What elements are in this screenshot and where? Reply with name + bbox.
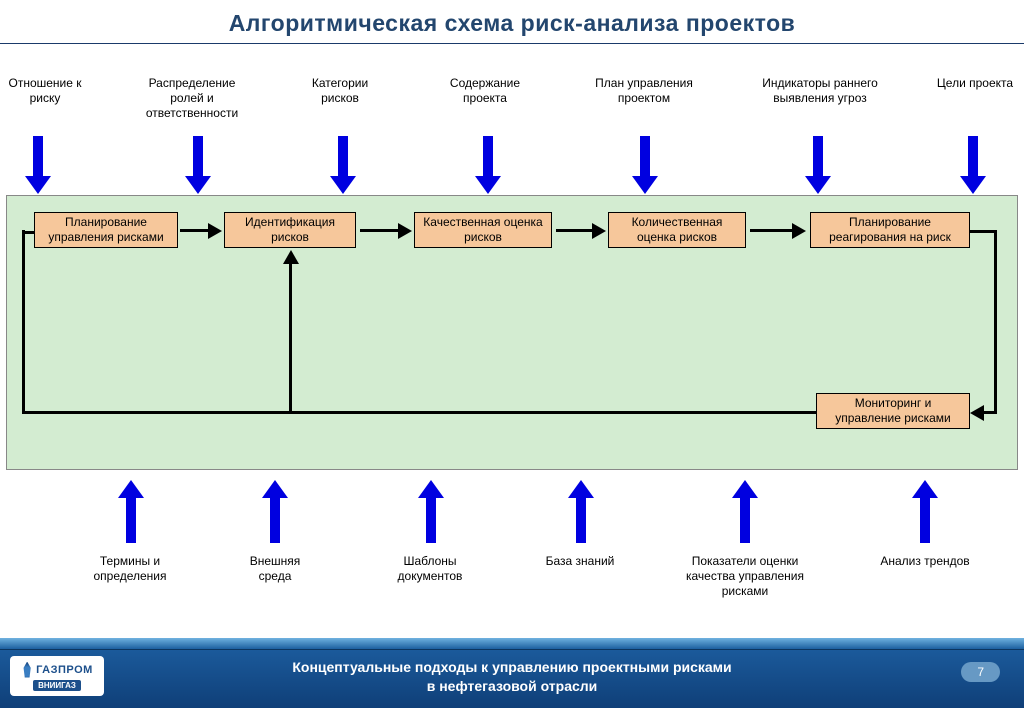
input-arrow-up-icon <box>732 480 758 543</box>
loop-line <box>22 231 34 234</box>
top-input-label: План управления проектом <box>594 76 694 106</box>
page-number-badge: 7 <box>961 662 1000 682</box>
bottom-input-label: База знаний <box>530 554 630 569</box>
footer-subtitle-line2: в нефтегазовой отрасли <box>427 678 598 694</box>
input-arrow-down-icon <box>475 136 501 194</box>
bottom-input-label: Внешняя среда <box>235 554 315 584</box>
top-input-label: Распределение ролей и ответственности <box>132 76 252 121</box>
input-arrow-up-icon <box>262 480 288 543</box>
process-box-ident: Идентификация рисков <box>224 212 356 248</box>
loop-line <box>970 230 997 233</box>
loop-line <box>289 262 292 414</box>
input-arrow-down-icon <box>330 136 356 194</box>
loop-line <box>22 230 25 414</box>
process-box-qual: Качественная оценка рисков <box>414 212 552 248</box>
loop-line <box>22 411 816 414</box>
top-input-label: Содержание проекта <box>435 76 535 106</box>
bottom-input-label: Шаблоны документов <box>380 554 480 584</box>
flow-arrow-icon <box>556 221 606 241</box>
flow-arrow-icon <box>180 221 222 241</box>
input-arrow-down-icon <box>960 136 986 194</box>
input-arrow-up-icon <box>912 480 938 543</box>
bottom-input-label: Термины и определения <box>80 554 180 584</box>
process-box-quant: Количественная оценка рисков <box>608 212 746 248</box>
input-arrow-down-icon <box>805 136 831 194</box>
top-input-label: Отношение к риску <box>0 76 90 106</box>
input-arrow-up-icon <box>568 480 594 543</box>
process-box-plan-mgmt: Планирование управления рисками <box>34 212 178 248</box>
input-arrow-up-icon <box>118 480 144 543</box>
diagram-canvas: Отношение к риску Распределение ролей и о… <box>0 48 1024 638</box>
footer: ГАЗПРОМ ВНИИГАЗ Концептуальные подходы к… <box>0 638 1024 708</box>
loop-line <box>984 411 997 414</box>
flow-arrow-icon <box>360 221 412 241</box>
input-arrow-down-icon <box>632 136 658 194</box>
title-divider <box>0 43 1024 44</box>
page-title: Алгоритмическая схема риск-анализа проек… <box>0 0 1024 43</box>
flow-arrow-icon <box>750 221 806 241</box>
top-input-label: Цели проекта <box>930 76 1020 91</box>
footer-subtitle-line1: Концептуальные подходы к управлению прое… <box>292 659 731 675</box>
arrowhead-left-icon <box>970 405 984 421</box>
footer-gradient-bar <box>0 638 1024 650</box>
process-box-monitor: Мониторинг и управление рисками <box>816 393 970 429</box>
top-input-label: Индикаторы раннего выявления угроз <box>745 76 895 106</box>
bottom-input-label: Показатели оценки качества управления ри… <box>670 554 820 599</box>
bottom-input-label: Анализ трендов <box>870 554 980 569</box>
input-arrow-down-icon <box>185 136 211 194</box>
arrowhead-up-icon <box>283 250 299 264</box>
loop-line <box>994 230 997 411</box>
footer-subtitle: Концептуальные подходы к управлению прое… <box>0 658 1024 696</box>
input-arrow-up-icon <box>418 480 444 543</box>
input-arrow-down-icon <box>25 136 51 194</box>
top-input-label: Категории рисков <box>295 76 385 106</box>
process-box-plan-resp: Планирование реагирования на риск <box>810 212 970 248</box>
